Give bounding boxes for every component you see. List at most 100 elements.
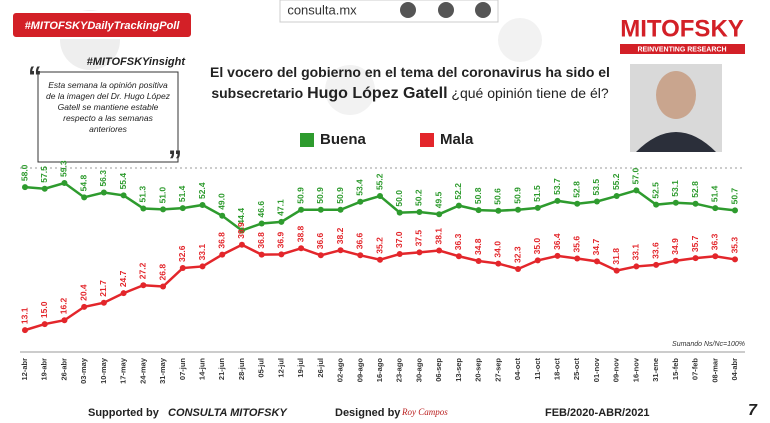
point	[140, 282, 147, 289]
point	[692, 255, 699, 262]
data-label: 55.2	[374, 173, 384, 190]
x-tick-label: 19-jul	[296, 358, 305, 378]
point	[219, 212, 226, 219]
question-line1: El vocero del gobierno en el tema del co…	[210, 64, 610, 80]
point	[416, 208, 423, 215]
data-label: 46.6	[256, 201, 266, 218]
facebook-icon[interactable]	[438, 2, 454, 18]
data-label: 50.9	[295, 187, 305, 204]
data-label: 56.3	[98, 170, 108, 187]
data-label: 51.4	[710, 185, 720, 202]
x-tick-label: 09-nov	[612, 357, 621, 382]
data-label: 37.5	[414, 230, 424, 247]
data-label: 32.3	[512, 246, 522, 263]
page-number: 7	[748, 402, 758, 419]
x-tick-label: 19-abr	[40, 358, 49, 381]
point	[633, 187, 640, 194]
point	[436, 211, 443, 218]
data-label: 44.4	[236, 208, 246, 225]
virus-decor	[498, 18, 542, 62]
x-tick-label: 02-ago	[336, 358, 345, 383]
quote-open: “	[28, 60, 42, 91]
point	[238, 227, 245, 234]
twitter-icon[interactable]	[400, 2, 416, 18]
data-label: 35.3	[729, 237, 739, 254]
data-label: 53.4	[355, 179, 365, 196]
youtube-icon[interactable]	[475, 2, 491, 18]
point	[554, 252, 561, 259]
point	[534, 204, 541, 211]
point	[613, 193, 620, 200]
point	[357, 252, 364, 259]
point	[633, 263, 640, 270]
virus-decor	[325, 65, 375, 115]
point	[298, 245, 305, 252]
data-label: 57.0	[631, 168, 641, 185]
x-tick-label: 25-oct	[572, 358, 581, 381]
data-label: 26.8	[157, 264, 167, 281]
x-tick-label: 12-jul	[276, 358, 285, 378]
point	[120, 192, 127, 199]
point	[140, 205, 147, 212]
point	[41, 185, 48, 192]
data-label: 50.2	[414, 189, 424, 206]
data-label: 52.2	[453, 183, 463, 200]
data-label: 55.2	[611, 173, 621, 190]
data-label: 32.6	[177, 245, 187, 262]
data-label: 33.6	[650, 242, 660, 259]
point	[653, 201, 660, 208]
point	[732, 256, 738, 263]
x-tick-label: 10-may	[99, 357, 108, 384]
point	[278, 251, 285, 258]
data-label: 50.9	[315, 187, 325, 204]
data-label: 53.7	[552, 178, 562, 195]
point	[672, 257, 679, 264]
data-label: 39.9	[236, 222, 246, 239]
point	[317, 206, 324, 213]
point	[574, 200, 581, 207]
data-label: 37.0	[394, 231, 404, 248]
data-label: 16.2	[59, 297, 69, 314]
data-label: 53.5	[591, 179, 601, 196]
data-label: 36.9	[276, 232, 286, 249]
legend-label: Buena	[320, 131, 367, 148]
point	[61, 317, 68, 324]
x-tick-label: 07-feb	[691, 358, 700, 381]
data-label: 52.5	[650, 182, 660, 199]
point	[495, 207, 502, 214]
x-tick-label: 24-may	[138, 357, 147, 384]
insight-text: Esta semana la opinión positiva de la im…	[46, 80, 170, 134]
point	[100, 189, 107, 196]
tagline: REINVENTING RESEARCH	[637, 46, 726, 53]
point	[120, 290, 127, 297]
point	[100, 299, 107, 306]
data-label: 36.3	[453, 233, 463, 250]
point	[692, 200, 699, 207]
data-label: 50.8	[473, 187, 483, 204]
data-label: 36.3	[710, 233, 720, 250]
x-tick-label: 11-oct	[533, 358, 542, 380]
data-label: 36.8	[256, 232, 266, 249]
data-label: 36.6	[315, 232, 325, 249]
point	[22, 184, 28, 191]
data-label: 13.1	[19, 307, 29, 324]
footer-period: FEB/2020-ABR/2021	[545, 407, 650, 419]
data-label: 50.6	[493, 188, 503, 205]
data-label: 52.8	[690, 181, 700, 198]
point	[495, 260, 502, 267]
point	[712, 205, 719, 212]
data-label: 55.4	[118, 173, 128, 190]
point	[238, 241, 245, 248]
point	[436, 247, 443, 254]
x-tick-label: 12-abr	[20, 358, 29, 381]
data-label: 51.4	[177, 185, 187, 202]
footer-designer: Roy Campos	[401, 407, 448, 417]
data-label: 34.8	[473, 238, 483, 255]
hashtag: #MITOFSKYDailyTrackingPoll	[25, 20, 181, 32]
point	[179, 205, 186, 212]
point	[396, 251, 403, 258]
point	[396, 209, 403, 216]
point	[199, 263, 206, 270]
point	[199, 201, 206, 208]
point	[455, 253, 462, 260]
